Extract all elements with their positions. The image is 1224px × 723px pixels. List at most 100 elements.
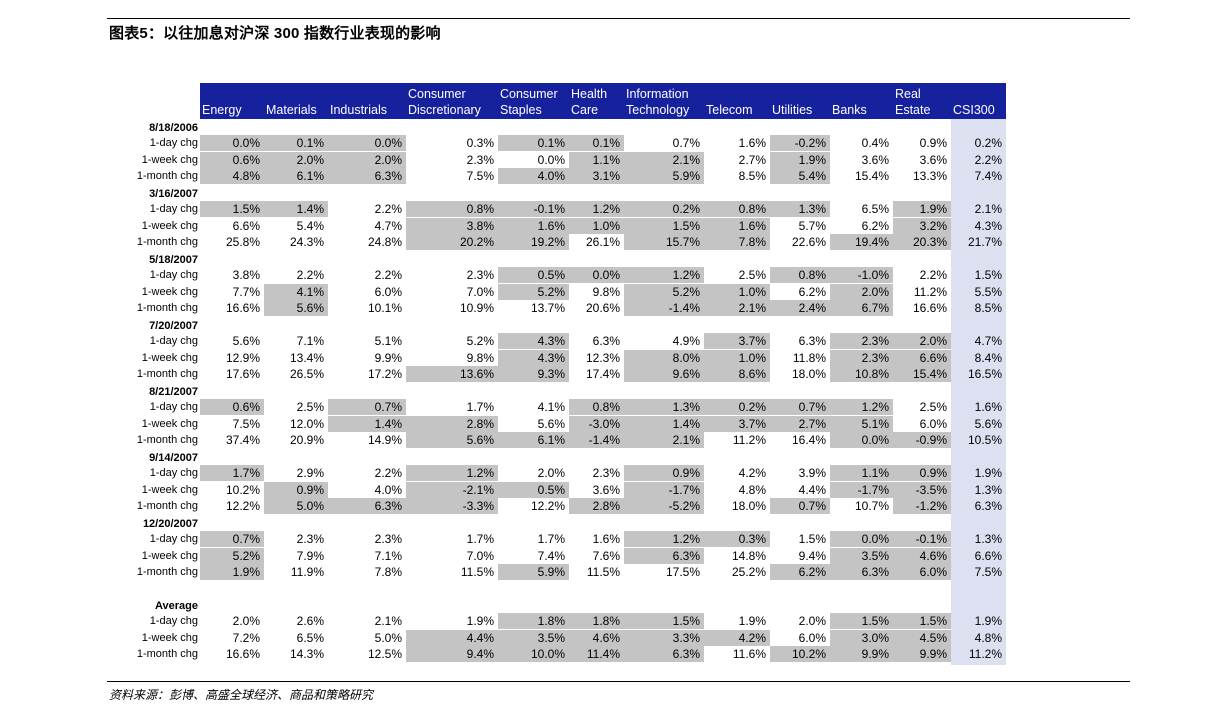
table-cell: 12.3% (585, 350, 620, 365)
table-cell: 1.9% (893, 201, 951, 217)
table-cell: 5.0% (264, 498, 328, 514)
table-cell: 0.8% (406, 201, 498, 217)
table-cell: 6.0% (893, 564, 951, 580)
table-cell: 1.5% (830, 613, 893, 629)
row-label: 1-week chg (141, 631, 198, 644)
table-cell: 0.9% (264, 481, 328, 498)
table-cell: 3.7% (704, 333, 770, 349)
table-cell: 1.6% (498, 217, 569, 234)
table-cell: 2.2% (374, 202, 402, 216)
table-cell: 1.8% (498, 613, 569, 629)
table-cell: 5.1% (374, 334, 402, 348)
table-cell: 5.5% (974, 284, 1002, 299)
table-cell: 2.2% (296, 268, 324, 282)
table-cell: 7.0% (466, 548, 494, 563)
table-cell: 0.5% (498, 481, 569, 498)
table-cell: 24.8% (367, 235, 402, 249)
table-cell: 22.6% (791, 235, 826, 249)
column-header: Real Estate (895, 87, 931, 117)
table-cell: 1.7% (200, 465, 264, 481)
table-cell: 3.6% (861, 152, 889, 167)
table-cell: 10.5% (967, 433, 1002, 447)
table-cell: 4.2% (704, 629, 770, 646)
table-cell: 4.7% (374, 218, 402, 233)
table-cell: -3.0% (569, 415, 624, 432)
source-note: 资料来源：彭博、高盛全球经济、商品和策略研究 (109, 688, 374, 702)
column-header: Industrials (330, 103, 387, 117)
table-cell: 7.8% (374, 565, 402, 579)
table-cell: 3.2% (893, 217, 951, 234)
table-cell: 20.2% (406, 234, 498, 250)
table-cell: 9.8% (592, 284, 620, 299)
row-label: 1-month chg (136, 648, 198, 660)
table-cell: 1.9% (770, 151, 830, 168)
table-cell: 16.6% (912, 301, 947, 315)
table-cell: 17.6% (225, 367, 260, 381)
table-cell: 4.6% (569, 629, 624, 646)
row-label: 1-week chg (141, 219, 198, 232)
table-cell: 18.0% (791, 367, 826, 381)
column-header: Telecom (706, 103, 753, 117)
table-cell: 4.3% (498, 333, 569, 349)
column-header: Utilities (772, 103, 813, 117)
table-cell: 4.1% (537, 400, 565, 414)
table-cell: 2.3% (830, 349, 893, 366)
table-cell: 2.1% (704, 300, 770, 316)
table-cell: 2.5% (919, 400, 947, 414)
table-cell: 2.4% (770, 300, 830, 316)
table-cell: 9.9% (893, 646, 951, 662)
table-cell: 2.0% (893, 333, 951, 349)
table-cell: 4.6% (893, 547, 951, 564)
table-cell: 13.7% (530, 301, 565, 315)
top-rule (107, 18, 1130, 19)
table-cell: 11.2% (968, 647, 1002, 661)
table-cell: 1.0% (704, 349, 770, 366)
table-cell: 15.7% (624, 234, 704, 250)
table-cell: 0.4% (861, 136, 889, 150)
table-cell: 2.1% (374, 614, 402, 628)
table-cell: 0.9% (624, 465, 704, 481)
table-cell: 3.1% (569, 168, 624, 184)
table-cell: 8.0% (624, 349, 704, 366)
table-cell: 0.0% (328, 135, 406, 151)
table-cell: 0.0% (569, 267, 624, 283)
table-cell: 3.5% (830, 547, 893, 564)
table-cell: 4.9% (672, 334, 700, 348)
table-cell: 1.2% (624, 531, 704, 547)
table-cell: 2.3% (466, 268, 494, 282)
table-cell: 13.4% (289, 350, 324, 365)
row-label: 1-month chg (136, 302, 198, 314)
table-cell: 6.0% (374, 284, 402, 299)
table-cell: 5.4% (770, 168, 830, 184)
table-cell: 0.5% (498, 267, 569, 283)
table-cell: 5.2% (200, 547, 264, 564)
table-cell: 1.5% (893, 613, 951, 629)
table-cell: 1.6% (592, 532, 620, 546)
table-cell: 2.8% (406, 415, 498, 432)
table-cell: 9.3% (498, 366, 569, 382)
table-cell: 9.4% (798, 548, 826, 563)
table-cell: 0.0% (830, 432, 893, 448)
table-cell: 1.2% (830, 399, 893, 415)
column-header: Health Care (571, 87, 608, 117)
table-cell: 6.3% (624, 646, 704, 662)
table-cell: 21.7% (967, 235, 1002, 249)
table-cell: 1.0% (704, 283, 770, 300)
table-cell: 1.5% (798, 532, 826, 546)
table-cell: 0.7% (672, 136, 700, 150)
column-header: Consumer Staples (500, 87, 558, 117)
table-cell: -0.2% (770, 135, 830, 151)
table-cell: 0.3% (704, 531, 770, 547)
table-cell: 7.5% (466, 169, 494, 183)
table-cell: 0.2% (974, 136, 1002, 150)
table-cell: 3.7% (704, 415, 770, 432)
table-cell: 2.2% (974, 152, 1002, 167)
row-label: 1-week chg (141, 351, 198, 364)
table-cell: 7.9% (296, 548, 324, 563)
table-cell: 0.7% (770, 498, 830, 514)
table-cell: 10.2% (770, 646, 830, 662)
table-cell: 0.9% (893, 465, 951, 481)
table-cell: 25.2% (731, 565, 766, 579)
table-cell: 1.5% (624, 217, 704, 234)
table-cell: 2.3% (592, 466, 620, 480)
